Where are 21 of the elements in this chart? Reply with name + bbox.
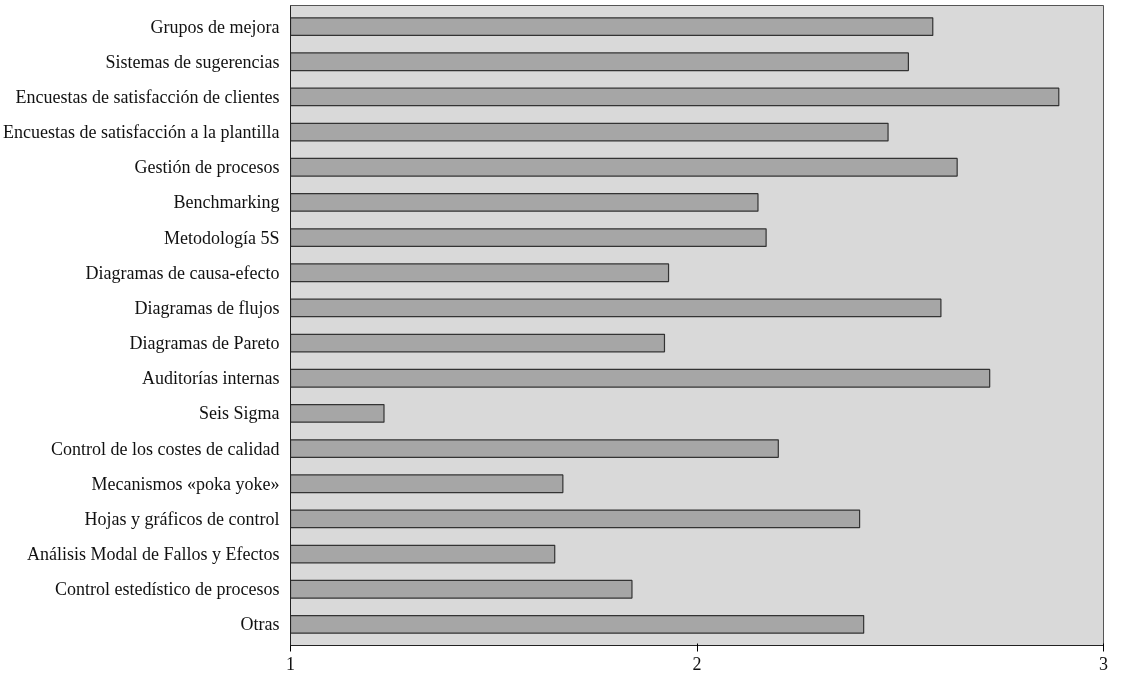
y-tick-label: Mecanismos «poka yoke»	[91, 473, 280, 494]
x-tick-label: 3	[1099, 653, 1108, 674]
y-tick-label: Metodología 5S	[164, 227, 280, 248]
y-tick-label: Análisis Modal de Fallos y Efectos	[27, 544, 280, 565]
y-tick-label: Sistemas de sugerencias	[105, 51, 280, 72]
y-tick-label: Benchmarking	[173, 192, 280, 213]
y-tick-label: Seis Sigma	[198, 403, 280, 424]
y-tick-label: Gestión de procesos	[134, 157, 280, 178]
y-tick-label: Encuestas de satisfacción a la plantilla	[3, 122, 280, 143]
y-tick-label: Grupos de mejora	[150, 16, 280, 37]
x-tick-label: 1	[286, 653, 295, 674]
y-tick-label: Diagramas de causa-efecto	[85, 262, 280, 283]
y-tick-label: Control de los costes de calidad	[51, 438, 280, 459]
y-tick-label: Auditorías internas	[142, 368, 280, 389]
y-tick-label: Control estedístico de procesos	[55, 579, 280, 600]
x-tick-label: 2	[692, 653, 702, 674]
y-tick-label: Diagramas de Pareto	[129, 333, 280, 354]
y-tick-label: Encuestas de satisfacción de clientes	[15, 86, 280, 107]
y-tick-label: Hojas y gráficos de control	[84, 508, 280, 529]
y-tick-label: Otras	[240, 614, 280, 635]
y-tick-label: Diagramas de flujos	[134, 297, 280, 318]
